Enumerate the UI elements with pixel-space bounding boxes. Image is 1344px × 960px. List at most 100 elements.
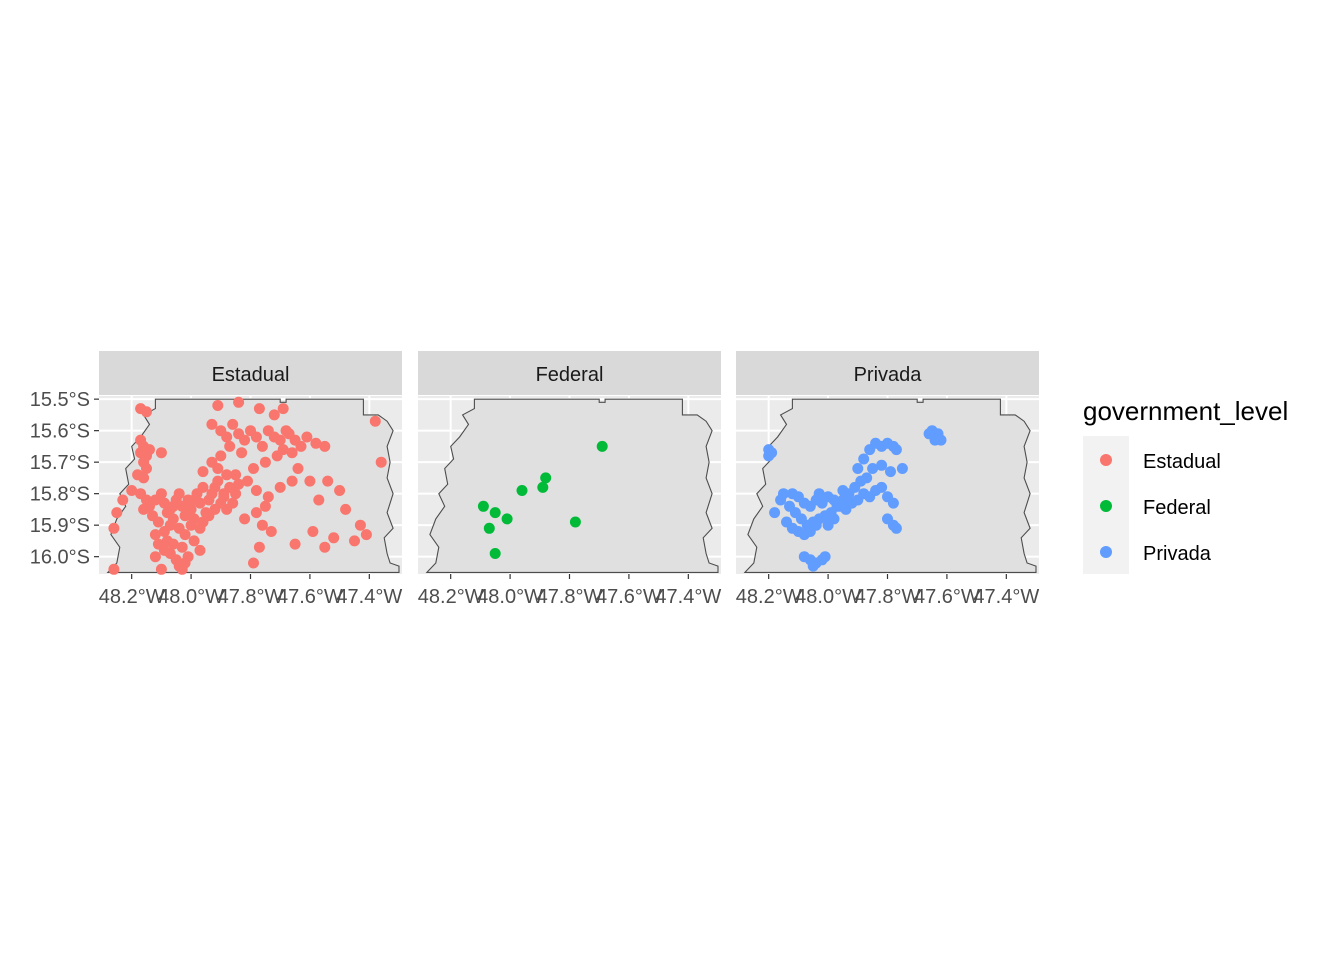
region-boundary: [743, 398, 1037, 573]
facet-panels: Estadual48.2°W48.0°W47.8°W47.6°W47.4°WFe…: [99, 351, 1039, 608]
data-point: [876, 481, 888, 493]
data-point: [224, 440, 236, 452]
data-point: [239, 434, 251, 446]
data-point: [354, 519, 366, 531]
legend: government_level Estadual Federal Privad…: [1083, 396, 1288, 574]
x-tick-label: 48.2°W: [736, 586, 802, 608]
data-point: [477, 500, 489, 512]
data-point: [301, 431, 313, 443]
data-point: [250, 431, 262, 443]
data-point: [248, 463, 259, 474]
data-point: [117, 494, 129, 506]
data-point: [483, 522, 495, 534]
legend-title: government_level: [1083, 396, 1288, 426]
region-boundary: [425, 398, 719, 573]
x-tick-label: 47.4°W: [973, 586, 1039, 608]
points-estadual: [108, 396, 387, 575]
data-point: [256, 440, 268, 452]
data-point: [135, 447, 147, 459]
data-point: [769, 507, 781, 519]
legend-label-privada: Privada: [1143, 543, 1212, 565]
y-tick-label: 16.0°S: [30, 547, 90, 569]
data-point: [149, 551, 161, 563]
data-point: [766, 447, 778, 459]
data-point: [596, 440, 608, 452]
facet-panel-federal: Federal 48.2°W48.0°W47.8°W47.6°W47.4°W: [418, 351, 721, 608]
data-point: [328, 532, 340, 544]
data-point: [864, 444, 876, 456]
data-point: [176, 541, 188, 553]
data-point: [569, 516, 581, 528]
data-point: [233, 478, 245, 490]
data-point: [182, 494, 194, 506]
data-point: [221, 469, 233, 481]
data-point: [807, 560, 819, 572]
data-point: [155, 488, 167, 500]
data-point: [295, 440, 307, 452]
x-tick-label: 48.2°W: [99, 586, 165, 608]
region-boundary: [106, 398, 400, 573]
data-point: [360, 529, 372, 541]
data-point: [277, 403, 289, 415]
facet-strip-privada: [736, 351, 1039, 395]
data-point: [194, 544, 206, 556]
x-tick-label: 47.8°W: [855, 586, 921, 608]
data-point: [784, 500, 795, 512]
data-point: [236, 447, 248, 459]
data-point: [221, 431, 233, 443]
y-tick-label: 15.6°S: [30, 421, 90, 443]
data-point: [152, 516, 164, 528]
data-point: [141, 406, 152, 418]
data-point: [111, 507, 123, 519]
data-point: [289, 538, 301, 550]
data-point: [108, 563, 120, 575]
x-axis-federal: 48.2°W48.0°W47.8°W47.6°W47.4°W: [418, 574, 721, 608]
data-point: [268, 409, 280, 421]
x-tick-label: 48.2°W: [418, 586, 484, 608]
data-point: [173, 488, 185, 500]
x-tick-label: 48.0°W: [795, 586, 861, 608]
x-tick-label: 47.6°W: [277, 586, 343, 608]
data-point: [489, 507, 501, 519]
facet-strip-label-estadual: Estadual: [212, 364, 290, 386]
data-point: [138, 472, 150, 484]
legend-key-privada: [1100, 546, 1112, 558]
data-point: [274, 434, 286, 446]
data-point: [813, 488, 825, 500]
facet-panel-privada: Privada 48.2°W48.0°W47.8°W47.6°W47.4°W: [736, 351, 1039, 608]
data-point: [274, 481, 286, 493]
data-point: [218, 491, 230, 503]
data-point: [227, 497, 239, 509]
data-point: [280, 425, 292, 437]
data-point: [230, 488, 242, 500]
data-point: [179, 529, 191, 541]
data-point: [215, 450, 227, 462]
data-point: [887, 497, 899, 509]
data-point: [876, 459, 888, 471]
data-point: [256, 519, 268, 531]
data-point: [144, 444, 155, 456]
data-point: [212, 400, 224, 411]
data-point: [239, 513, 251, 525]
data-point: [141, 463, 152, 474]
x-tick-label: 47.6°W: [914, 586, 980, 608]
y-tick-label: 15.9°S: [30, 515, 90, 537]
data-point: [896, 463, 908, 474]
data-point: [307, 526, 319, 537]
data-point: [828, 513, 840, 525]
facet-strip-label-federal: Federal: [536, 364, 604, 386]
data-point: [108, 522, 120, 534]
data-point: [259, 500, 271, 512]
data-point: [250, 507, 262, 519]
data-point: [890, 522, 902, 534]
facet-panel-estadual: Estadual 48.2°W48.0°W47.8°W47.6°W47.4°W: [99, 351, 402, 608]
data-point: [185, 503, 197, 515]
data-point: [188, 535, 200, 547]
data-point: [286, 475, 298, 487]
data-point: [334, 485, 346, 496]
data-point: [259, 456, 271, 468]
data-point: [292, 463, 304, 474]
data-point: [209, 481, 221, 493]
data-point: [867, 463, 879, 474]
x-axis-estadual: 48.2°W48.0°W47.8°W47.6°W47.4°W: [99, 574, 402, 608]
